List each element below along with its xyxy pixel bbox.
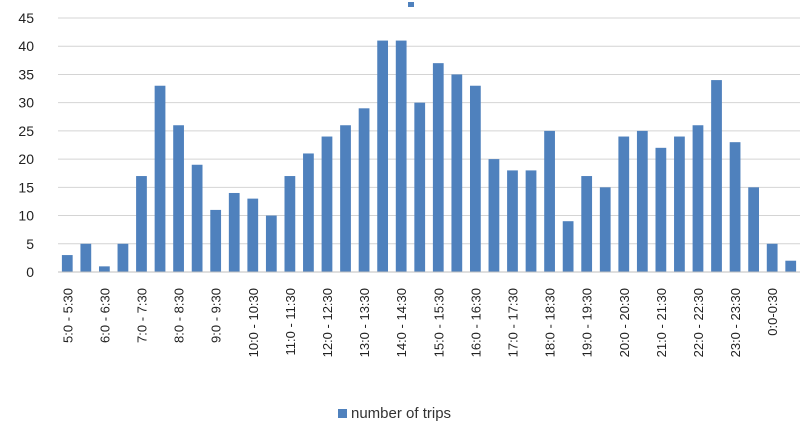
legend-label-number-of-trips: number of trips: [351, 405, 451, 422]
bar: [618, 136, 630, 272]
bar: [414, 102, 426, 273]
x-tick-label: 20:0 - 20:30: [617, 288, 632, 357]
x-tick-label: 13:0 - 13:30: [357, 288, 372, 357]
bar: [692, 125, 704, 272]
bar: [284, 176, 296, 272]
y-tick-label: 20: [18, 151, 34, 167]
y-tick-label: 0: [26, 264, 34, 280]
y-tick-label: 10: [18, 208, 34, 224]
bar: [729, 142, 741, 272]
x-tick-label: 7:0 - 7:30: [134, 288, 149, 343]
x-tick-label: 0:0-0:30: [765, 288, 780, 336]
legend-swatch-number-of-trips: [338, 409, 347, 418]
x-tick-label: 12:0 - 12:30: [320, 288, 335, 357]
x-tick-label: 18:0 - 18:30: [543, 288, 558, 357]
bar: [136, 176, 147, 272]
bar: [785, 260, 797, 272]
bar: [358, 108, 370, 272]
title-marker: [408, 2, 414, 7]
bar: [173, 125, 184, 272]
bar: [655, 147, 667, 272]
y-tick-label: 35: [18, 66, 34, 82]
bar: [98, 266, 110, 272]
x-tick-label: 6:0 - 6:30: [97, 288, 112, 343]
y-tick-label: 30: [18, 95, 34, 111]
y-tick-label: 40: [18, 38, 34, 54]
bar: [488, 159, 500, 272]
bar: [451, 74, 463, 272]
x-tick-label: 19:0 - 19:30: [580, 288, 595, 357]
x-tick-label: 23:0 - 23:30: [728, 288, 743, 357]
bar: [507, 170, 518, 272]
x-tick-label: 8:0 - 8:30: [172, 288, 187, 343]
legend: number of trips: [338, 405, 451, 422]
x-tick-label: 14:0 - 14:30: [394, 288, 409, 357]
bar: [544, 130, 555, 272]
bar: [377, 40, 389, 273]
bar: [766, 243, 778, 272]
x-tick-label: 9:0 - 9:30: [209, 288, 224, 343]
bar: [210, 209, 222, 272]
bar: [154, 85, 166, 272]
bar: [340, 125, 351, 272]
x-tick-label: 15:0 - 15:30: [431, 288, 446, 357]
y-tick-label: 25: [18, 123, 34, 139]
y-tick-label: 5: [26, 236, 34, 252]
bar: [674, 136, 685, 272]
y-axis-ticks: 0 5 10 15 20 25 30 35 40 45: [18, 10, 34, 280]
x-tick-label: 5:0 - 5:30: [60, 288, 75, 343]
bars: [61, 40, 797, 273]
bar: [395, 40, 407, 273]
x-axis-ticks: 5:0 - 5:30 6:0 - 6:30 7:0 - 7:30 8:0 - 8:30…: [60, 288, 780, 357]
bar: [228, 192, 240, 272]
bar: [599, 187, 611, 272]
x-tick-label: 21:0 - 21:30: [654, 288, 669, 357]
x-tick-label: 17:0 - 17:30: [505, 288, 520, 357]
bar: [581, 176, 593, 272]
bar: [265, 215, 277, 272]
x-tick-label: 22:0 - 22:30: [691, 288, 706, 357]
bar: [247, 198, 259, 272]
bar: [748, 187, 760, 272]
y-tick-label: 15: [18, 179, 34, 195]
gridlines: [58, 17, 800, 245]
bar: [80, 243, 92, 272]
bar: [469, 85, 481, 272]
bar: [321, 136, 333, 272]
bar: [711, 80, 722, 272]
bar: [191, 164, 203, 272]
bar: [432, 63, 444, 273]
y-tick-label: 45: [18, 10, 34, 26]
bar: [117, 243, 129, 272]
bar: [636, 130, 648, 272]
x-tick-label: 11:0 - 11:30: [283, 288, 298, 355]
x-tick-label: 16:0 - 16:30: [468, 288, 483, 357]
bar: [562, 221, 574, 272]
bar: [303, 153, 314, 272]
bar: [525, 170, 537, 272]
x-tick-label: 10:0 - 10:30: [246, 288, 261, 357]
bar: [61, 255, 73, 272]
